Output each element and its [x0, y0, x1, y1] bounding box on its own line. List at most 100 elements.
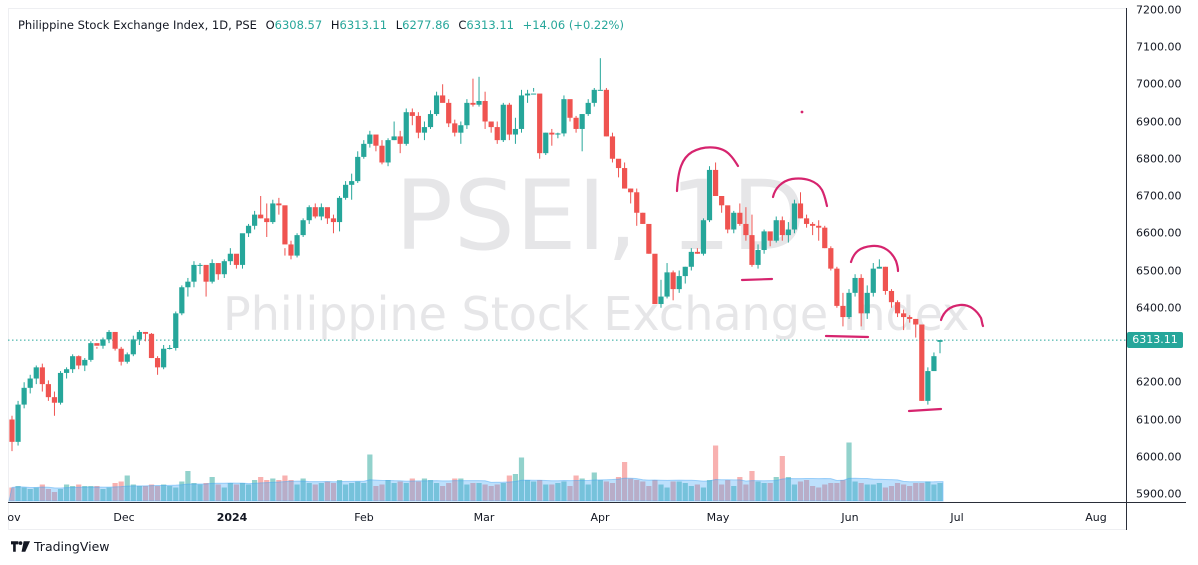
candle-body[interactable]: [221, 261, 227, 275]
candle-body[interactable]: [470, 102, 476, 105]
candle-body[interactable]: [379, 145, 385, 163]
candle-body[interactable]: [88, 343, 94, 360]
candle-body[interactable]: [622, 168, 628, 189]
candle-body[interactable]: [154, 358, 161, 368]
candle-body[interactable]: [719, 196, 725, 206]
candle-body[interactable]: [361, 143, 367, 157]
candle-body[interactable]: [15, 404, 21, 442]
candle-body[interactable]: [567, 99, 573, 118]
candle-body[interactable]: [148, 333, 155, 359]
price-axis[interactable]: [1126, 8, 1186, 530]
candle-body[interactable]: [743, 223, 749, 236]
candle-body[interactable]: [130, 339, 136, 355]
candle-body[interactable]: [524, 93, 531, 96]
candle-body[interactable]: [937, 340, 943, 342]
candle-body[interactable]: [518, 95, 525, 129]
candle-body[interactable]: [106, 331, 112, 340]
candle-body[interactable]: [549, 132, 555, 135]
candle-body[interactable]: [324, 207, 330, 219]
candle-body[interactable]: [712, 169, 719, 196]
candle-body[interactable]: [531, 93, 537, 95]
candle-body[interactable]: [597, 89, 603, 91]
drawing-annotation[interactable]: [907, 407, 943, 413]
candle-body[interactable]: [433, 95, 440, 115]
candle-body[interactable]: [658, 296, 664, 305]
candle-body[interactable]: [209, 263, 215, 282]
candle-body[interactable]: [270, 203, 276, 223]
candle-body[interactable]: [185, 281, 191, 288]
candle-body[interactable]: [70, 356, 76, 370]
candle-body[interactable]: [318, 207, 324, 217]
candle-body[interactable]: [882, 266, 889, 291]
candle-body[interactable]: [488, 121, 494, 128]
candle-body[interactable]: [355, 156, 361, 182]
candle-body[interactable]: [76, 356, 82, 366]
candle-body[interactable]: [349, 181, 355, 185]
candle-body[interactable]: [367, 134, 373, 144]
candle-body[interactable]: [427, 114, 434, 128]
candle-body[interactable]: [233, 253, 240, 265]
candle-body[interactable]: [258, 214, 264, 219]
drawing-annotation[interactable]: [740, 277, 774, 282]
candle-body[interactable]: [913, 318, 919, 325]
drawing-annotation[interactable]: [771, 177, 829, 208]
candle-body[interactable]: [476, 101, 482, 105]
candle-body[interactable]: [773, 220, 779, 241]
candle-body[interactable]: [458, 125, 464, 133]
candle-body[interactable]: [403, 112, 409, 144]
candle-body[interactable]: [245, 225, 252, 234]
candle-body[interactable]: [494, 127, 500, 141]
candle-body[interactable]: [167, 347, 173, 349]
candle-body[interactable]: [561, 99, 567, 134]
candle-body[interactable]: [816, 225, 822, 228]
candle-body[interactable]: [737, 212, 743, 224]
candle-body[interactable]: [21, 387, 27, 405]
candle-body[interactable]: [615, 158, 622, 169]
candle-body[interactable]: [124, 354, 130, 362]
candle-body[interactable]: [670, 272, 676, 290]
candle-body[interactable]: [682, 266, 688, 277]
candle-body[interactable]: [215, 263, 221, 275]
candle-body[interactable]: [173, 313, 179, 348]
candle-body[interactable]: [51, 397, 58, 403]
candle-body[interactable]: [694, 251, 700, 254]
candle-body[interactable]: [409, 112, 415, 116]
candle-body[interactable]: [276, 203, 282, 206]
candle-body[interactable]: [652, 253, 658, 305]
candle-body[interactable]: [306, 207, 312, 221]
candle-body[interactable]: [94, 343, 100, 346]
candle-body[interactable]: [288, 244, 294, 256]
drawing-dot[interactable]: [800, 110, 804, 114]
candle-body[interactable]: [421, 127, 428, 133]
drawing-annotation[interactable]: [824, 334, 870, 339]
candle-body[interactable]: [931, 356, 937, 372]
candle-body[interactable]: [82, 359, 88, 366]
candle-body[interactable]: [500, 104, 506, 141]
candle-body[interactable]: [440, 95, 446, 103]
candle-body[interactable]: [179, 287, 185, 314]
candle-body[interactable]: [609, 136, 616, 159]
candle-body[interactable]: [852, 277, 858, 293]
candle-body[interactable]: [142, 331, 149, 334]
candle-body[interactable]: [294, 235, 300, 256]
candle-body[interactable]: [264, 218, 270, 223]
candle-body[interactable]: [452, 123, 458, 133]
candle-body[interactable]: [767, 231, 773, 241]
candle-body[interactable]: [858, 277, 864, 314]
candle-body[interactable]: [446, 102, 452, 124]
candle-body[interactable]: [894, 302, 901, 314]
candle-body[interactable]: [725, 205, 731, 230]
candle-body[interactable]: [512, 128, 519, 135]
candle-body[interactable]: [415, 115, 421, 133]
candle-body[interactable]: [33, 367, 39, 379]
drawing-annotation[interactable]: [939, 303, 985, 328]
candle-body[interactable]: [834, 268, 840, 306]
candle-body[interactable]: [239, 233, 246, 265]
candle-body[interactable]: [888, 290, 895, 303]
candle-body[interactable]: [537, 93, 543, 154]
candle-body[interactable]: [9, 419, 15, 442]
candle-body[interactable]: [506, 104, 512, 135]
candle-body[interactable]: [755, 250, 761, 265]
candle-body[interactable]: [191, 264, 197, 282]
